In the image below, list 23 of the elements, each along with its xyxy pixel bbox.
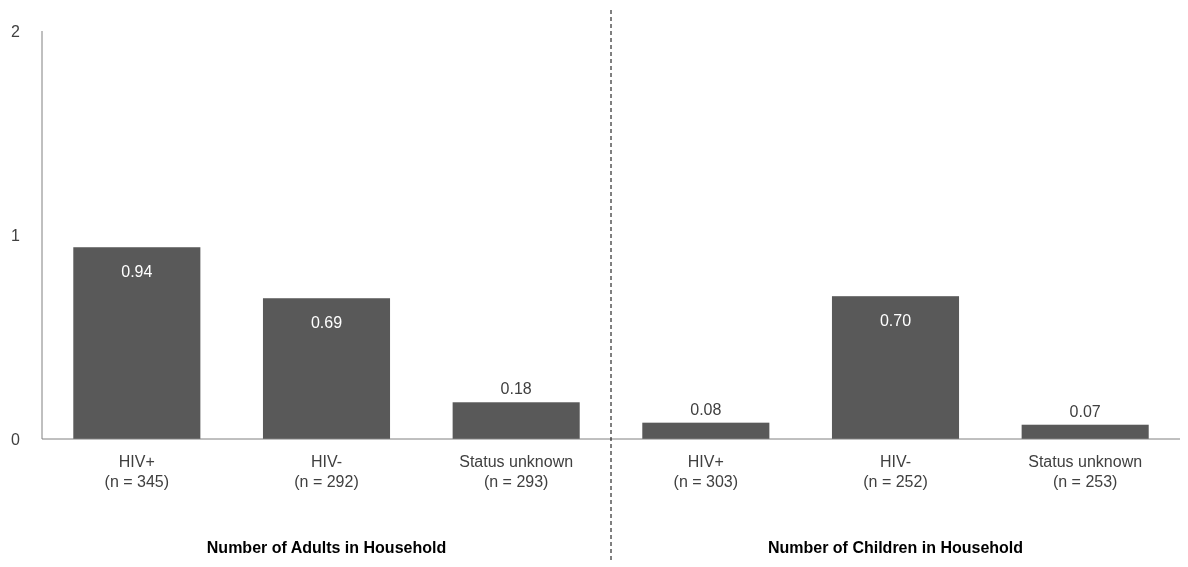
y-tick-label: 0 bbox=[11, 431, 21, 448]
bar bbox=[73, 247, 201, 439]
bar bbox=[642, 422, 770, 439]
bar bbox=[831, 296, 960, 439]
x-tick-label: Status unknown (n = 293) bbox=[459, 453, 574, 490]
y-tick-label: 1 bbox=[11, 227, 21, 244]
data-label: 0.69 bbox=[310, 314, 343, 332]
x-tick-label: HIV+ (n = 303) bbox=[673, 453, 739, 490]
data-label: 0.70 bbox=[879, 312, 912, 330]
data-label: 0.08 bbox=[690, 400, 722, 418]
text: Number of Adults in Household bbox=[206, 539, 447, 556]
text: Number of Children in Household bbox=[767, 539, 1024, 556]
bar bbox=[262, 298, 391, 439]
x-tick-label: HIV- (n = 252) bbox=[863, 453, 928, 490]
data-label: 0.18 bbox=[500, 380, 532, 398]
data-label: 0.94 bbox=[121, 263, 153, 281]
data-label: 0.07 bbox=[1069, 402, 1101, 420]
x-tick-label: HIV- (n = 292) bbox=[294, 453, 359, 490]
bar bbox=[1021, 424, 1149, 439]
x-tick-label: Status unknown (n = 253) bbox=[1028, 453, 1143, 490]
y-tick-label: 2 bbox=[11, 23, 21, 40]
x-tick-label: HIV+ (n = 345) bbox=[104, 453, 170, 490]
bar bbox=[452, 402, 580, 439]
